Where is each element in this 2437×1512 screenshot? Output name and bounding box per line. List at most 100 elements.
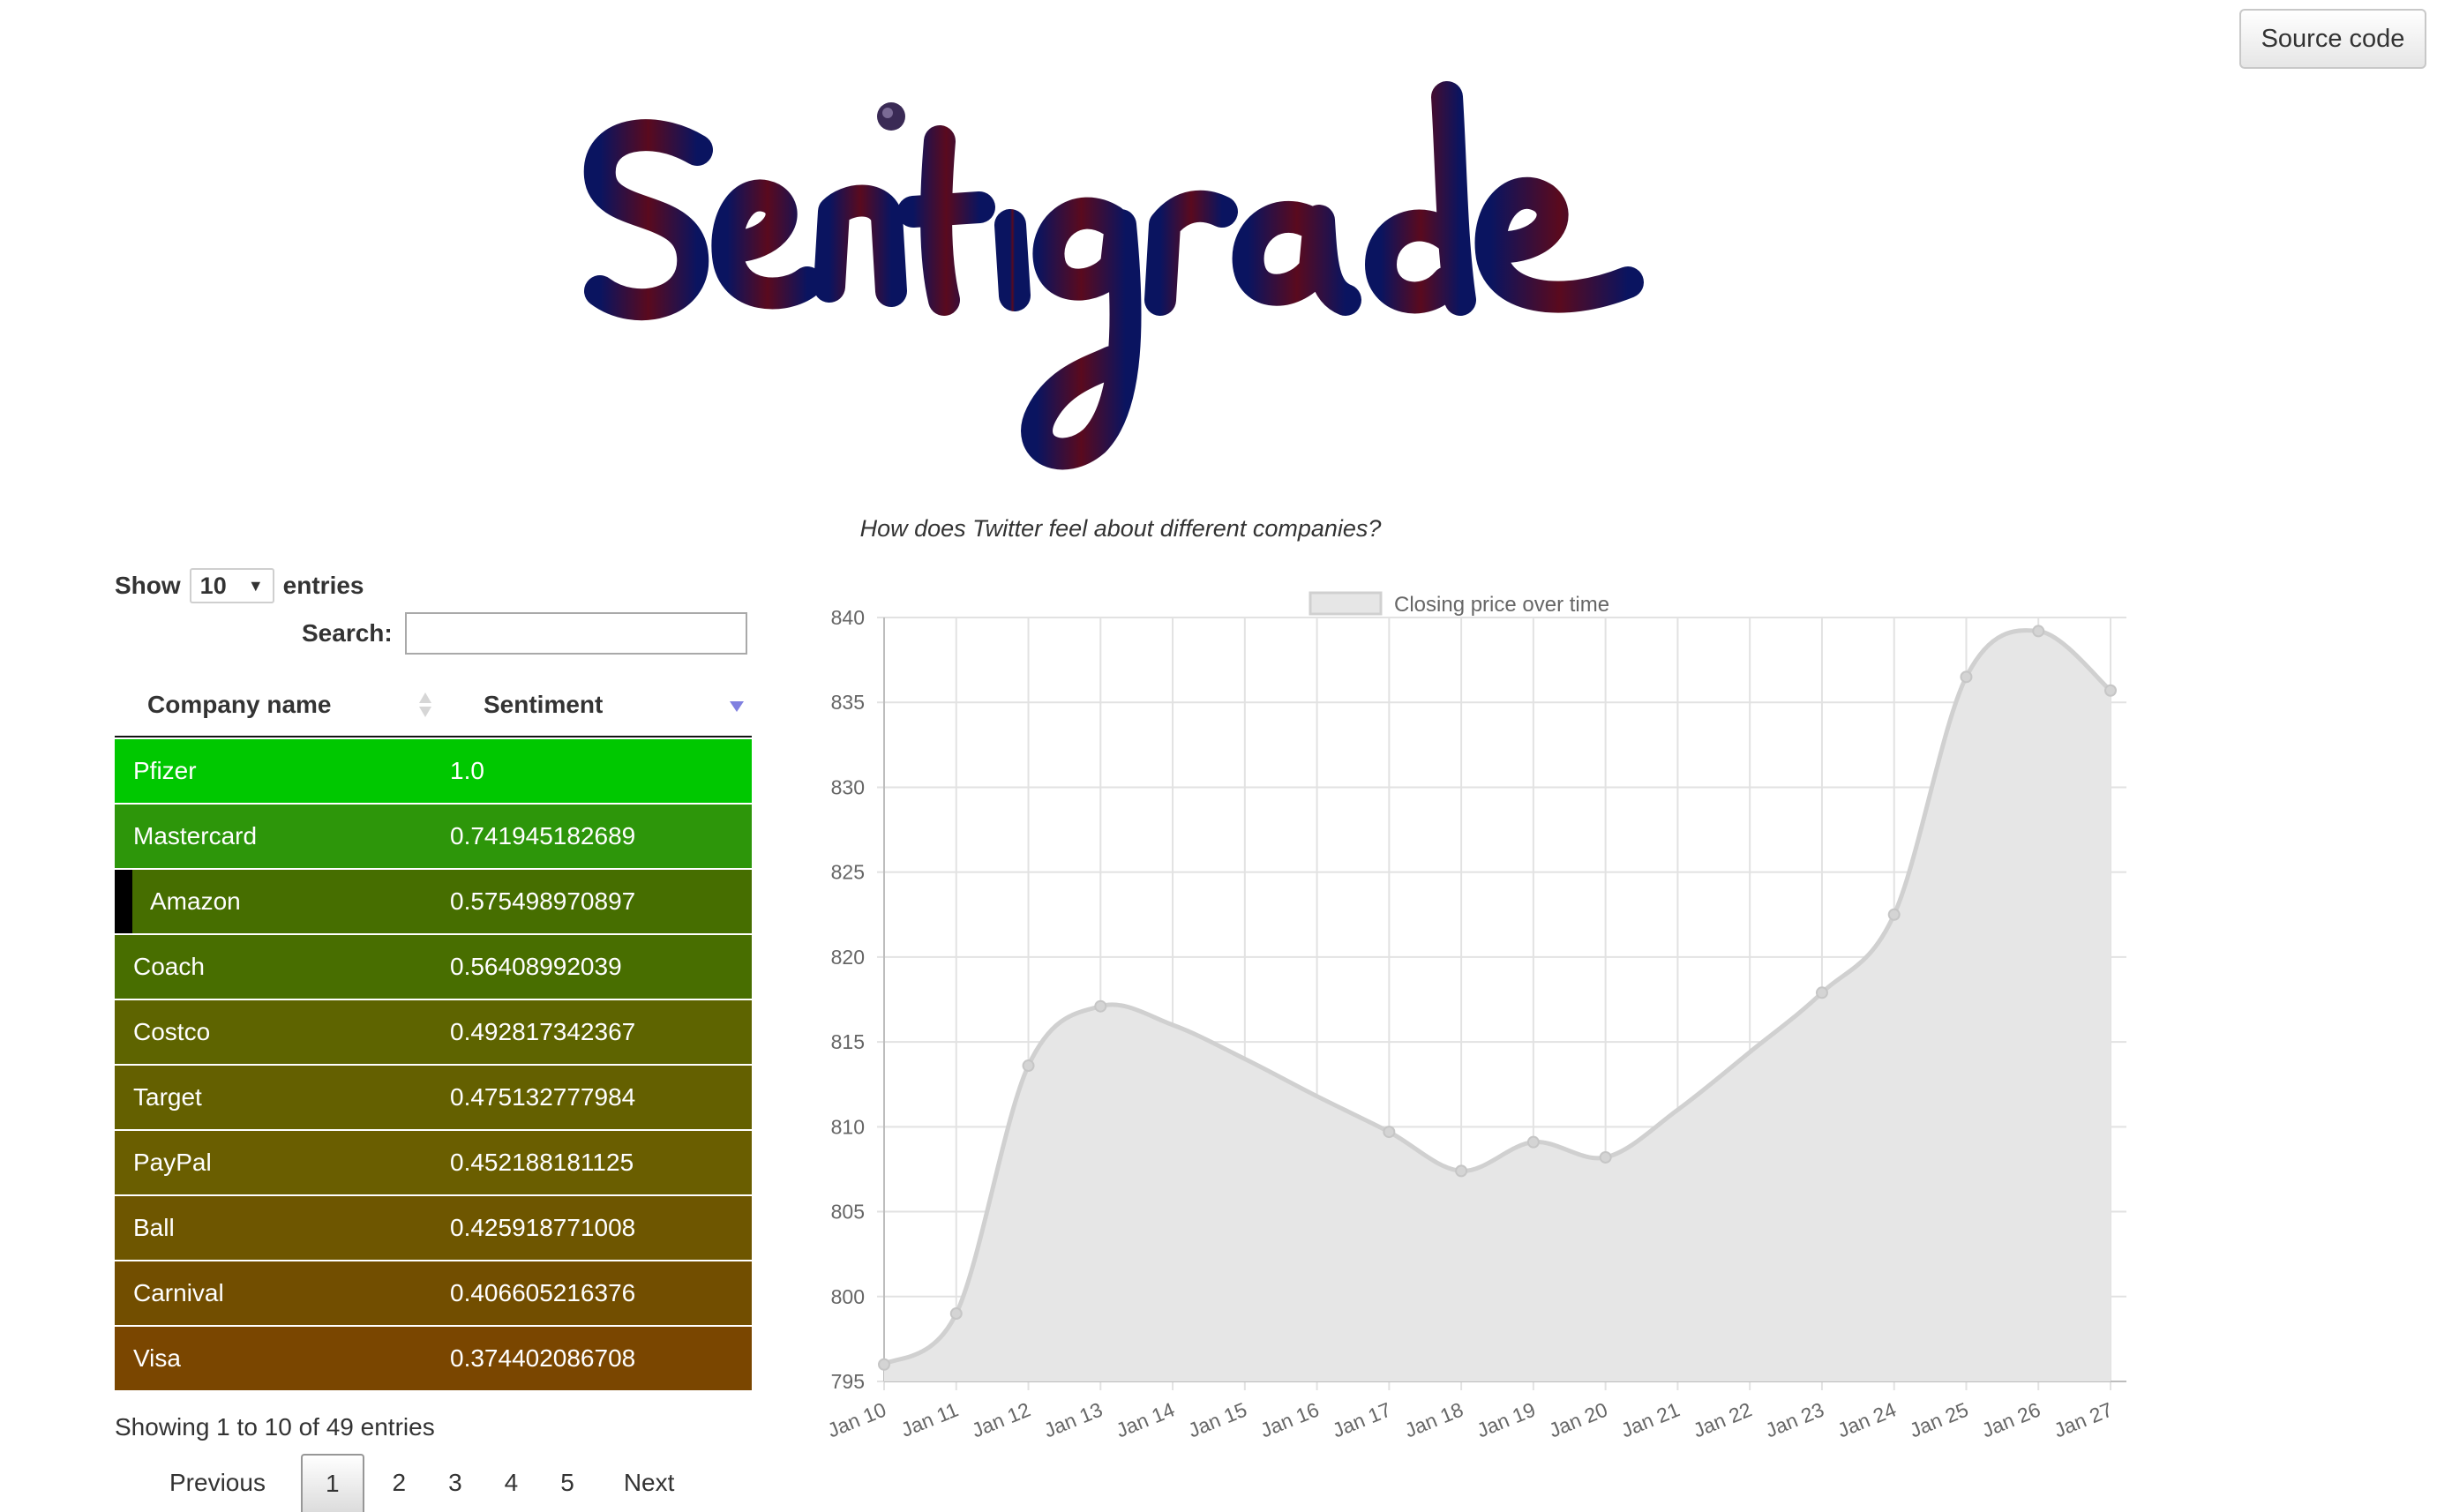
sort-both-icon — [419, 692, 431, 717]
data-point — [1887, 908, 1901, 921]
y-tick-label: 835 — [831, 691, 865, 714]
sentiment-cell: 0.452188181125 — [450, 1149, 634, 1176]
x-tick-label: Jan 14 — [1113, 1397, 1178, 1441]
x-tick-label: Jan 10 — [824, 1398, 889, 1442]
legend-label: Closing price over time — [1394, 593, 1609, 617]
company-name-cell: Amazon — [150, 887, 241, 915]
table-row[interactable]: PayPal 0.452188181125 — [115, 1131, 752, 1194]
entries-select-value: 10 — [199, 572, 227, 599]
data-point — [949, 1307, 963, 1321]
sentigrade-logo — [583, 81, 1644, 470]
x-tick-label: Jan 27 — [2051, 1398, 2116, 1442]
y-tick-label: 830 — [831, 775, 865, 798]
y-tick-label: 820 — [831, 946, 865, 969]
tagline: How does Twitter feel about different co… — [859, 515, 1382, 542]
company-name-cell: Carnival — [133, 1279, 224, 1306]
data-point — [1960, 670, 1973, 684]
sort-descending-icon — [730, 701, 744, 712]
data-point — [1022, 1059, 1035, 1073]
company-name-cell: Visa — [133, 1344, 181, 1372]
company-name-cell: Pfizer — [133, 757, 197, 784]
series-area-fill — [884, 630, 2111, 1381]
data-point — [2104, 684, 2117, 697]
entries-label: entries — [282, 572, 364, 599]
page-button-2[interactable]: 2 — [392, 1469, 407, 1496]
search-control: Search: — [302, 612, 747, 655]
data-point — [1455, 1164, 1468, 1178]
closing-price-chart: Closing price over time 795 800 805 810 815 82… — [824, 591, 2126, 1442]
company-name-cell: Target — [133, 1083, 202, 1111]
sentiment-cell: 0.56408992039 — [450, 953, 622, 980]
sentiment-cell: 0.425918771008 — [450, 1214, 636, 1241]
y-tick-label: 810 — [831, 1115, 865, 1138]
y-tick-label: 800 — [831, 1285, 865, 1308]
table-row[interactable]: Mastercard 0.741945182689 — [115, 805, 752, 868]
y-tick-label: 825 — [831, 861, 865, 884]
data-point — [1383, 1126, 1396, 1139]
x-tick-label: Jan 11 — [897, 1398, 961, 1441]
x-tick-label: Jan 23 — [1762, 1398, 1827, 1442]
sentiment-cell: 0.374402086708 — [450, 1344, 636, 1372]
series-line — [882, 628, 2112, 1366]
y-tick-label: 840 — [831, 606, 865, 629]
x-tick-label: Jan 13 — [1040, 1398, 1106, 1442]
page-button-1[interactable]: 1 — [300, 1454, 364, 1512]
column-header-sentiment[interactable]: Sentiment — [450, 674, 752, 736]
sentiment-cell: 0.492817342367 — [450, 1018, 636, 1045]
table-row[interactable]: Ball 0.425918771008 — [115, 1196, 752, 1260]
y-tick-label: 795 — [831, 1370, 865, 1393]
y-tick-label: 815 — [831, 1030, 865, 1053]
company-name-cell: Coach — [133, 953, 205, 980]
data-point — [878, 1358, 890, 1371]
x-tick-label: Jan 20 — [1546, 1398, 1611, 1442]
page-button-5[interactable]: 5 — [560, 1469, 574, 1496]
data-point — [1815, 986, 1828, 999]
x-tick-label: Jan 17 — [1329, 1398, 1394, 1442]
pagination: Previous 1 2 3 4 5 Next — [141, 1454, 702, 1512]
x-tick-label: Jan 15 — [1185, 1398, 1250, 1442]
legend-swatch — [1308, 591, 1383, 616]
column-header-company-name[interactable]: Company name — [115, 674, 450, 736]
x-tick-label: Jan 22 — [1690, 1398, 1755, 1442]
table-row[interactable]: Target 0.475132777984 — [115, 1066, 752, 1129]
source-code-button[interactable]: Source code — [2239, 9, 2426, 69]
data-point — [1599, 1150, 1612, 1164]
page-button-3[interactable]: 3 — [448, 1469, 462, 1496]
x-tick-label: Jan 16 — [1257, 1398, 1323, 1442]
company-name-cell: Costco — [133, 1018, 211, 1045]
x-tick-label: Jan 26 — [1978, 1398, 2043, 1442]
column-header-label: Sentiment — [484, 691, 604, 718]
sentiment-cell: 0.741945182689 — [450, 822, 636, 850]
company-name-cell: Mastercard — [133, 822, 258, 850]
sentiment-cell: 0.406605216376 — [450, 1279, 636, 1306]
x-tick-label: Jan 19 — [1473, 1398, 1539, 1442]
data-point — [2032, 625, 2045, 638]
table-row[interactable]: Visa 0.374402086708 — [115, 1327, 752, 1390]
table-row[interactable]: Costco 0.492817342367 — [115, 1000, 752, 1064]
table-row[interactable]: Coach 0.56408992039 — [115, 935, 752, 999]
x-tick-label: Jan 24 — [1834, 1397, 1900, 1441]
search-input[interactable] — [404, 612, 747, 655]
column-header-label: Company name — [147, 691, 332, 718]
company-name-cell: Ball — [133, 1214, 175, 1241]
x-tick-label: Jan 18 — [1401, 1398, 1466, 1442]
sentiment-cell: 0.475132777984 — [450, 1083, 636, 1111]
search-label: Search: — [302, 619, 393, 647]
data-point — [1094, 999, 1107, 1013]
table-header: Company name Sentiment — [115, 674, 752, 737]
data-point — [1526, 1135, 1540, 1149]
y-tick-label: 805 — [831, 1201, 865, 1224]
page-button-4[interactable]: 4 — [504, 1469, 519, 1496]
show-label: Show — [115, 572, 181, 599]
entries-length-control: Show 10 ▼ entries — [115, 568, 364, 603]
x-tick-label: Jan 12 — [969, 1398, 1034, 1442]
table-row[interactable]: Amazon 0.575498970897 — [115, 870, 752, 933]
table-row[interactable]: Carnival 0.406605216376 — [115, 1261, 752, 1325]
entries-select[interactable]: 10 ▼ — [189, 568, 274, 603]
previous-page-button[interactable]: Previous — [169, 1469, 266, 1496]
sentiment-cell: 0.575498970897 — [450, 887, 636, 915]
dropdown-caret-icon: ▼ — [247, 576, 264, 595]
next-page-button[interactable]: Next — [623, 1469, 675, 1496]
table-row[interactable]: Pfizer 1.0 — [115, 739, 752, 803]
table-info: Showing 1 to 10 of 49 entries — [115, 1413, 435, 1441]
